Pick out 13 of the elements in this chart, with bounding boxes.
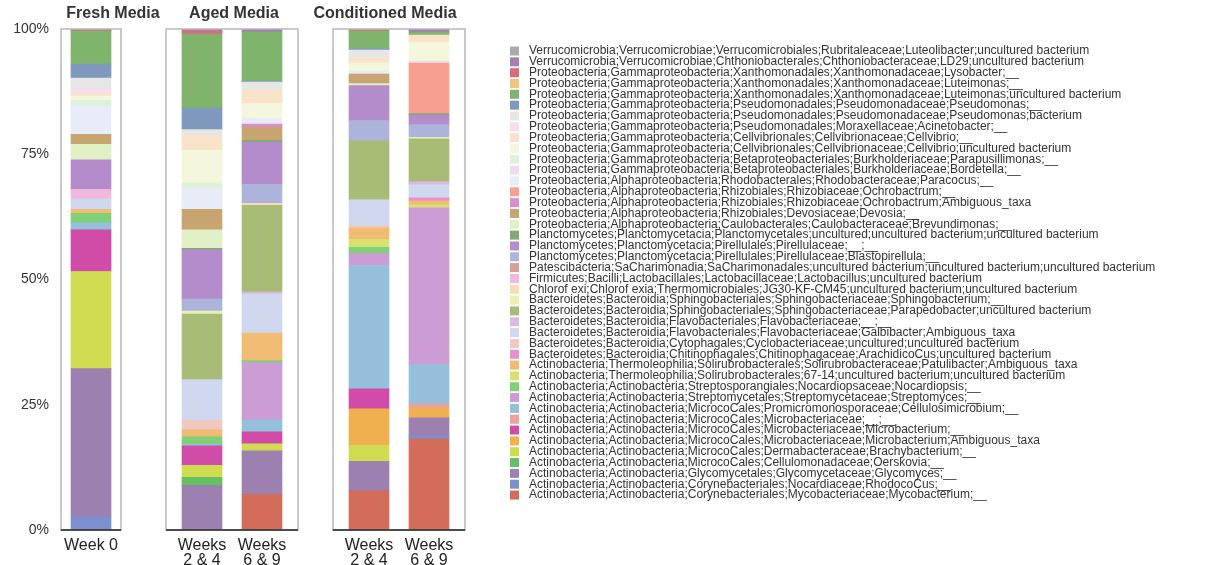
y-tick-label: 25%: [20, 395, 49, 412]
y-tick-label: 100%: [13, 19, 49, 36]
x-tick-label: Week 0: [64, 535, 119, 553]
x-tick-label: Weeks 6 & 9: [404, 535, 454, 565]
chart-title: Aged Media: [189, 4, 279, 22]
chart-title: Fresh Media: [66, 4, 160, 22]
x-tick-label: Weeks 2 & 4: [344, 535, 394, 565]
y-tick-label: 75%: [20, 145, 49, 162]
chart-title: Conditioned Media: [313, 4, 457, 22]
y-tick-label: 50%: [20, 270, 49, 287]
x-tick-label: Weeks 6 & 9: [237, 535, 287, 565]
y-tick-label: 0%: [28, 520, 49, 537]
x-tick-label: Weeks 2 & 4: [177, 535, 227, 565]
